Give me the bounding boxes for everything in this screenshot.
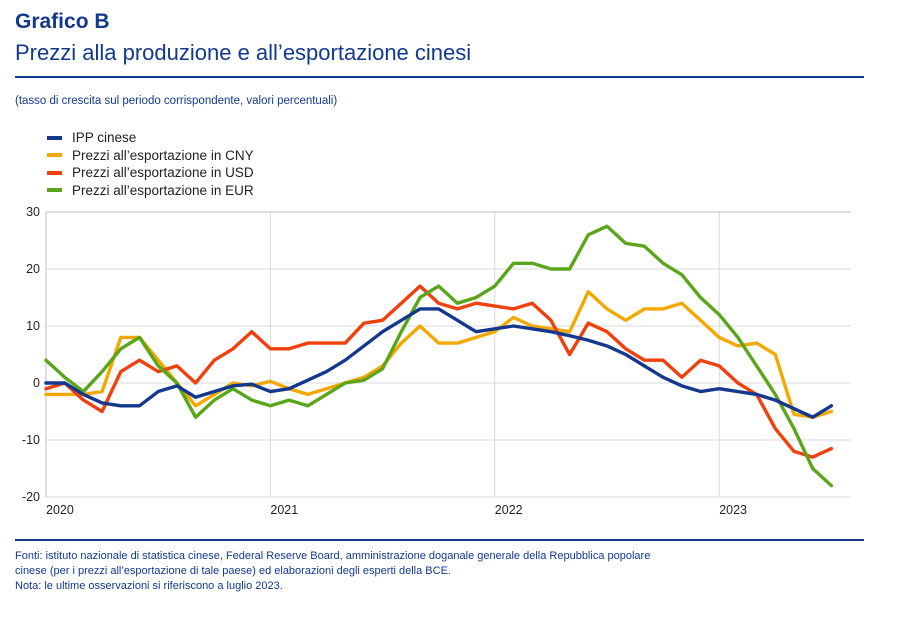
svg-text:20: 20 (26, 262, 40, 276)
svg-text:2020: 2020 (46, 503, 74, 517)
svg-text:10: 10 (26, 319, 40, 333)
svg-text:2022: 2022 (495, 503, 523, 517)
svg-text:-20: -20 (22, 490, 40, 504)
svg-text:2021: 2021 (270, 503, 298, 517)
svg-text:2023: 2023 (719, 503, 747, 517)
svg-text:0: 0 (33, 376, 40, 390)
svg-text:30: 30 (26, 205, 40, 219)
svg-text:-10: -10 (22, 433, 40, 447)
